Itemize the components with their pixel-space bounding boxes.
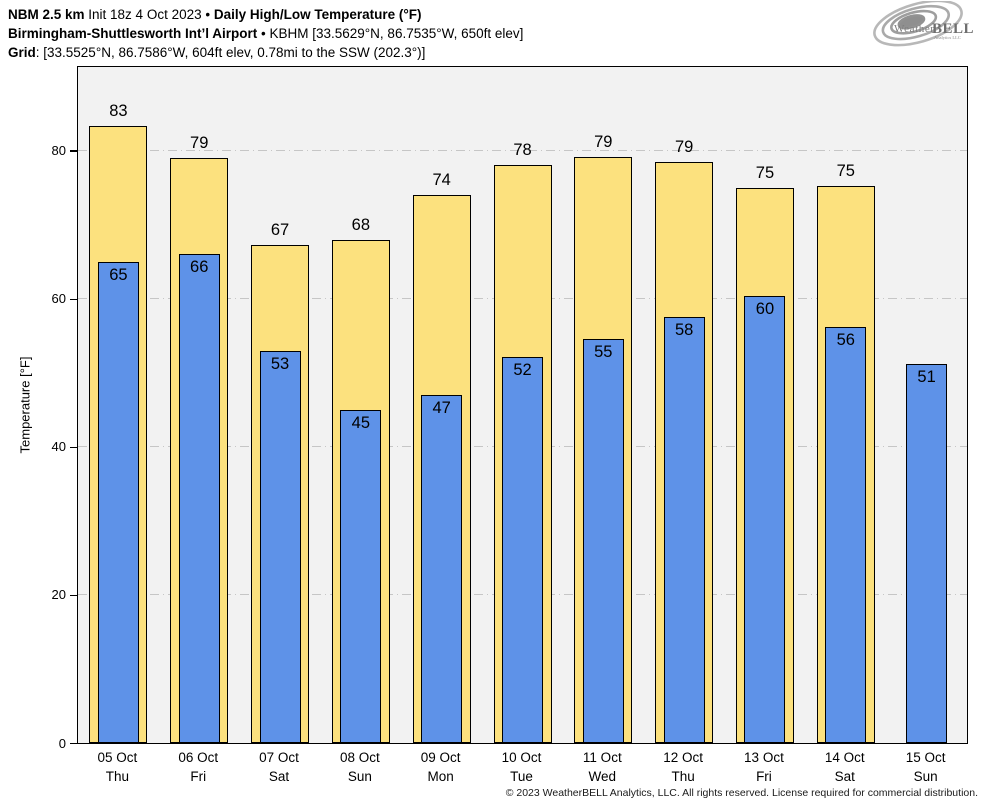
low-value-label: 58 <box>674 321 694 340</box>
high-value-label: 83 <box>109 101 128 120</box>
high-value-label: 74 <box>432 171 451 190</box>
low-value-label: 52 <box>513 361 532 380</box>
low-bar <box>502 357 543 743</box>
high-value-label: 75 <box>836 162 855 181</box>
x-category-label: 06 Oct Fri <box>158 748 239 786</box>
x-day-label: Thu <box>671 769 695 784</box>
low-value-label: 53 <box>270 354 290 373</box>
x-day-label: Thu <box>105 769 130 784</box>
low-bar <box>340 409 382 743</box>
logo-text-analytics: Analytics LLC <box>934 35 961 40</box>
x-date-label: 09 Oct <box>420 750 461 765</box>
high-value-label: 78 <box>513 141 532 160</box>
y-tick-mark <box>70 594 77 597</box>
low-bar <box>421 395 463 743</box>
grid-line: Grid: [33.5525°N, 86.7586°W, 604ft elev,… <box>8 43 425 62</box>
x-day-label: Tue <box>510 769 533 784</box>
low-value-label: 47 <box>432 399 451 417</box>
low-value-label: 66 <box>190 258 209 277</box>
low-bar <box>259 350 301 743</box>
x-category-label: 11 Oct Wed <box>562 748 643 786</box>
x-date-label: 08 Oct <box>339 750 380 765</box>
high-value-label: 79 <box>190 134 209 153</box>
x-day-label: Fri <box>756 769 772 784</box>
low-value-label: 55 <box>594 343 613 362</box>
x-date-label: 12 Oct <box>663 750 704 765</box>
y-tick-label: 40 <box>51 439 66 455</box>
y-tick-mark <box>70 446 77 449</box>
x-category-label: 05 Oct Thu <box>77 748 158 786</box>
x-day-label: Mon <box>427 769 454 784</box>
hurricane-swirl-icon <box>873 1 963 47</box>
x-date-label: 11 Oct <box>582 750 622 765</box>
high-value-label: 79 <box>594 133 613 152</box>
chart-title-line: NBM 2.5 km Init 18z 4 Oct 2023 • Daily H… <box>8 5 422 24</box>
x-category-label: 12 Oct Thu <box>643 748 724 786</box>
y-tick-mark <box>70 298 77 300</box>
copyright-notice: © 2023 WeatherBELL Analytics, LLC. All r… <box>505 787 978 799</box>
init-time: Init 18z 4 Oct 2023 • <box>84 7 214 22</box>
chart-type-title: Daily High/Low Temperature (°F) <box>213 7 422 22</box>
y-tick-label: 80 <box>51 143 66 159</box>
grid-label: Grid <box>8 45 36 60</box>
model-name: NBM 2.5 km <box>8 7 85 22</box>
y-tick-label: 0 <box>58 735 66 751</box>
station-name: Birmingham-Shuttlesworth Int’l Airport <box>8 26 258 41</box>
gridline-80 <box>78 149 967 151</box>
high-value-label: 75 <box>755 163 775 182</box>
high-value-label: 67 <box>270 220 290 239</box>
low-bar <box>178 254 220 743</box>
logo-text-weather: Weather <box>894 23 935 35</box>
low-bar <box>825 326 867 743</box>
low-value-label: 56 <box>836 330 855 349</box>
grid-coords: : [33.5525°N, 86.7586°W, 604ft elev, 0.7… <box>35 45 426 60</box>
logo-text-bell: BELL <box>932 21 974 37</box>
high-value-label: 68 <box>351 216 371 235</box>
low-value-label: 60 <box>755 299 775 318</box>
x-date-label: 07 Oct <box>259 750 299 765</box>
x-category-label: 13 Oct Fri <box>724 748 805 786</box>
station-line: Birmingham-Shuttlesworth Int’l Airport •… <box>8 24 523 43</box>
x-day-label: Sun <box>347 769 372 784</box>
x-category-label: 15 Oct Sun <box>885 748 966 786</box>
low-value-label: 51 <box>917 367 936 386</box>
y-tick-mark <box>70 150 77 152</box>
x-date-label: 14 Oct <box>824 750 865 765</box>
x-date-label: 06 Oct <box>178 750 219 765</box>
x-category-label: 07 Oct Sat <box>239 748 320 786</box>
x-date-label: 05 Oct <box>97 750 138 765</box>
x-day-label: Fri <box>190 769 207 784</box>
x-category-label: 10 Oct Tue <box>481 748 562 786</box>
low-bar <box>582 339 624 743</box>
y-tick-label: 60 <box>51 291 66 307</box>
weatherbell-logo: Weather BELL Analytics LLC <box>873 1 974 47</box>
plot-area: 83 65 79 66 67 53 68 45 74 47 78 52 79 55 79 58 75 60 75 56… <box>77 66 968 744</box>
x-category-label: 09 Oct Mon <box>400 748 481 786</box>
y-tick-label: 20 <box>51 587 66 603</box>
y-tick-mark <box>70 742 77 745</box>
x-date-label: 10 Oct <box>501 750 542 765</box>
low-bar <box>906 363 948 743</box>
x-category-label: 14 Oct Sat <box>804 748 885 786</box>
station-coords: • KBHM [33.5629°N, 86.7535°W, 650ft elev… <box>257 26 524 41</box>
x-date-label: 13 Oct <box>744 750 784 765</box>
low-value-label: 45 <box>351 413 371 432</box>
x-day-label: Sun <box>913 769 938 784</box>
x-date-label: 15 Oct <box>905 750 946 765</box>
low-bar <box>744 295 786 743</box>
x-category-label: 08 Oct Sun <box>319 748 400 786</box>
low-bar <box>97 261 139 743</box>
low-value-label: 65 <box>109 265 128 284</box>
x-day-label: Wed <box>588 769 617 784</box>
x-day-label: Sat <box>268 769 290 784</box>
low-bar <box>663 317 705 743</box>
y-axis-title: Temperature [°F] <box>17 356 33 454</box>
high-value-label: 79 <box>674 137 694 156</box>
x-day-label: Sat <box>834 769 855 784</box>
